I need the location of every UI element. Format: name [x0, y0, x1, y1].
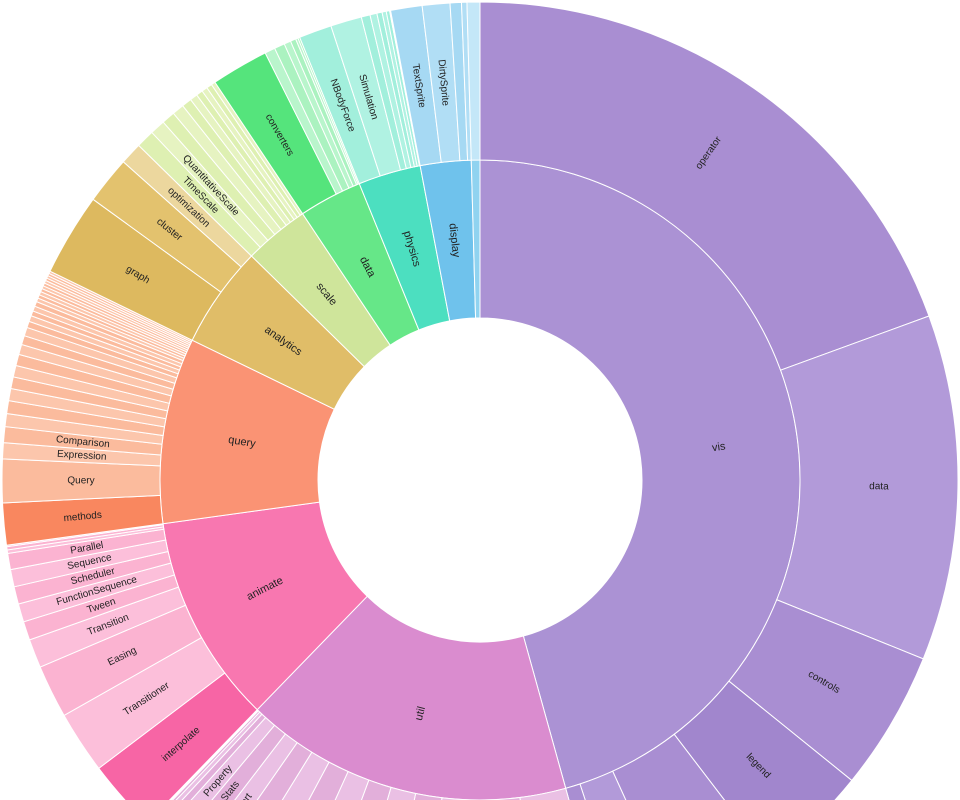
segment-Shapes[interactable]: [478, 796, 539, 800]
segment-axis[interactable]: [611, 733, 770, 800]
segment-Query[interactable]: [1, 458, 161, 504]
segment-data[interactable]: [776, 315, 959, 660]
segment-FlareVis[interactable]: [466, 1, 481, 161]
segment-operator[interactable]: [479, 1, 930, 371]
